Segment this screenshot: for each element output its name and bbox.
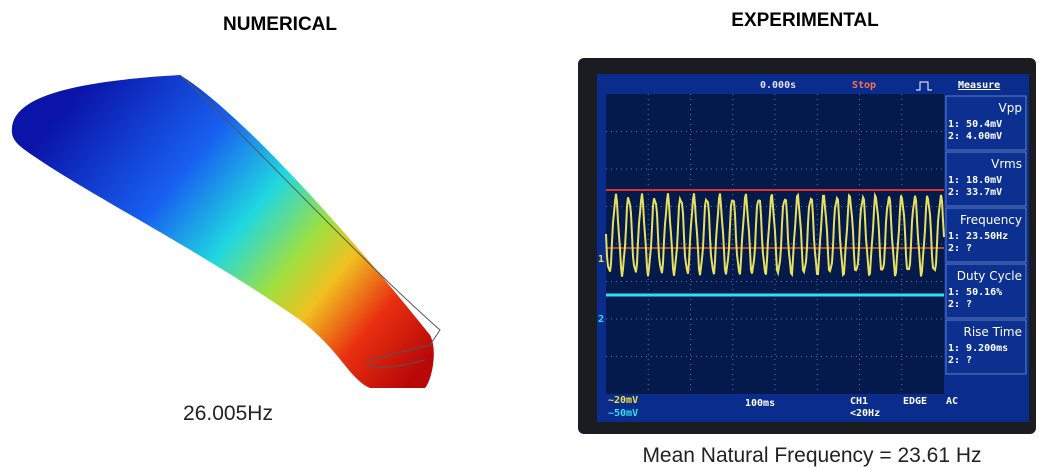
- trigger-source: CH1: [850, 396, 868, 407]
- measure-ch2: 2: 4.00mV: [948, 131, 1002, 142]
- experimental-title: EXPERIMENTAL: [731, 10, 879, 31]
- numerical-title: NUMERICAL: [223, 14, 337, 35]
- numerical-frequency: 26.005Hz: [183, 402, 273, 425]
- figure: NUMERICAL EXPERIMENTAL 26.005Hz 1 2 0.00…: [0, 0, 1039, 470]
- measure-ch2: 2: ?: [948, 243, 972, 254]
- measure-ch2: 2: 33.7mV: [948, 187, 1002, 198]
- ch2-marker: 2: [598, 314, 604, 325]
- time-scale: 100ms: [745, 398, 775, 409]
- measure-ch2: 2: ?: [948, 355, 972, 366]
- trigger-type: EDGE: [903, 396, 927, 407]
- measure-name: Vpp: [999, 101, 1022, 115]
- measure-ch1: 1: 23.50Hz: [948, 231, 1008, 242]
- trigger-note: <20Hz: [850, 408, 880, 419]
- run-status: Stop: [852, 80, 876, 91]
- measure-ch1: 1: 50.16%: [948, 287, 1002, 298]
- measure-name: Duty Cycle: [957, 269, 1022, 283]
- ch1-scale: ~20mV: [608, 395, 638, 406]
- measure-ch2: 2: ?: [948, 299, 972, 310]
- measure-name: Vrms: [991, 157, 1022, 171]
- measure-ch1: 1: 9.200ms: [948, 343, 1008, 354]
- ch1-marker: 1: [598, 254, 604, 265]
- coupling: AC: [946, 396, 958, 407]
- measure-name: Rise Time: [964, 325, 1023, 339]
- measure-name: Frequency: [960, 213, 1022, 227]
- measure-ch1: 1: 50.4mV: [948, 119, 1002, 130]
- ch2-scale: ~50mV: [608, 408, 638, 419]
- measure-ch1: 1: 18.0mV: [948, 175, 1002, 186]
- wing-mode-shape: [12, 75, 434, 388]
- experimental-caption: Mean Natural Frequency = 23.61 Hz: [642, 444, 981, 467]
- measure-menu: Measure: [958, 80, 1000, 91]
- timebase: 0.000s: [760, 80, 796, 91]
